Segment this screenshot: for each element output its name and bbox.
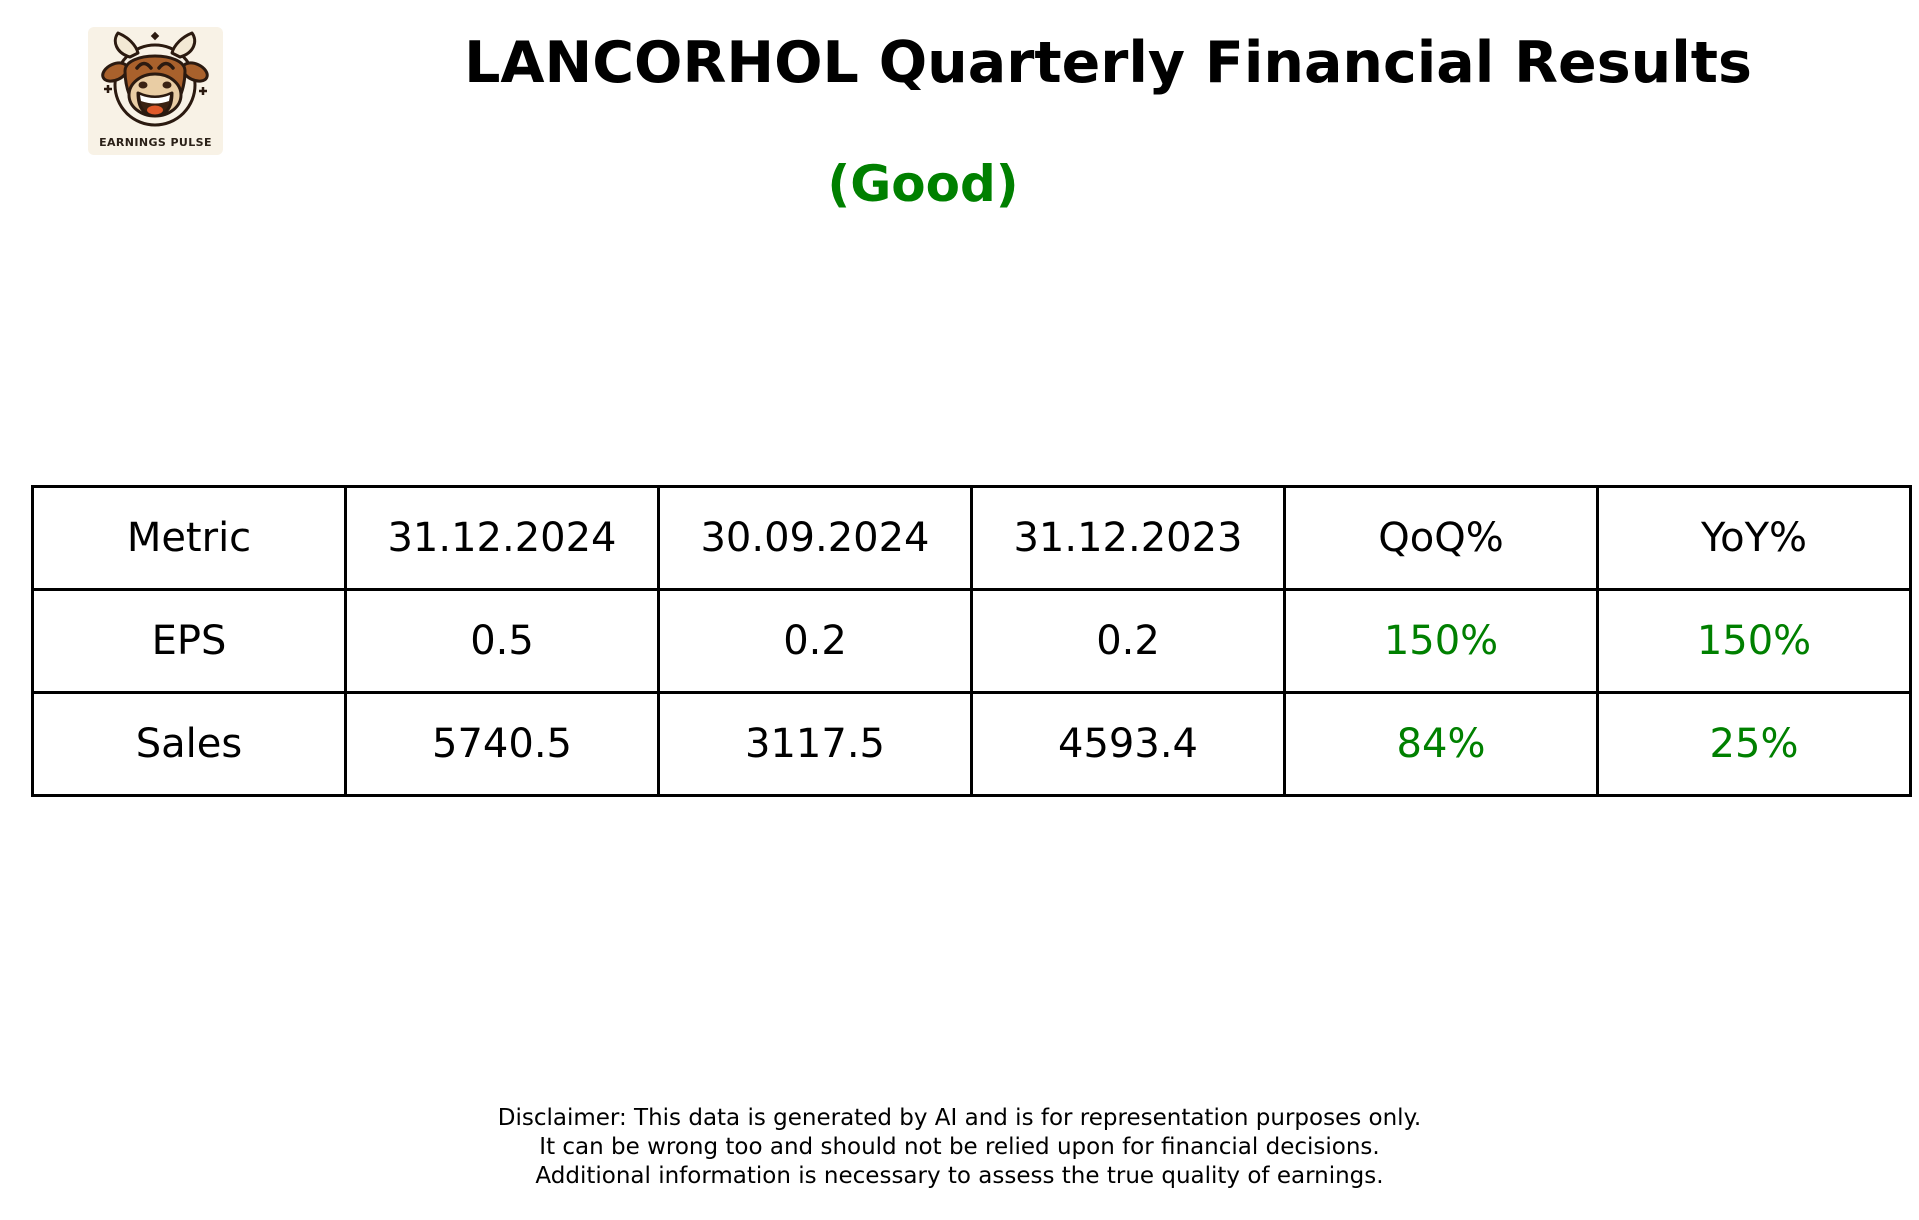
financial-results-table: Metric 31.12.2024 30.09.2024 31.12.2023 … [31, 485, 1912, 797]
table-row-sales: Sales 5740.5 3117.5 4593.4 84% 25% [31, 691, 1912, 797]
verdict-label: (Good) [827, 155, 1019, 213]
cell-yoy-change: 25% [1596, 691, 1912, 797]
disclaimer: Disclaimer: This data is generated by AI… [0, 1104, 1919, 1191]
cell-value: 0.2 [970, 588, 1286, 694]
earnings-pulse-logo: EARNINGS PULSE [88, 27, 223, 155]
col-header-yoy: YoY% [1596, 485, 1912, 591]
col-header-period-previous: 30.09.2024 [657, 485, 973, 591]
sparkle-diamond-icon [150, 31, 160, 41]
cell-value: 3117.5 [657, 691, 973, 797]
logo-caption: EARNINGS PULSE [99, 136, 212, 149]
col-header-period-yearago: 31.12.2023 [970, 485, 1286, 591]
page-title: LANCORHOL Quarterly Financial Results [464, 30, 1752, 96]
cell-yoy-change: 150% [1596, 588, 1912, 694]
sparkle-plus-icon [199, 87, 207, 95]
cell-value: 0.2 [657, 588, 973, 694]
cell-metric: Sales [31, 691, 347, 797]
cell-value: 0.5 [344, 588, 660, 694]
sparkle-plus-icon [104, 85, 112, 93]
laughing-bull-icon [101, 31, 209, 127]
disclaimer-line: Disclaimer: This data is generated by AI… [497, 1105, 1422, 1131]
table-header-row: Metric 31.12.2024 30.09.2024 31.12.2023 … [31, 485, 1912, 591]
cell-qoq-change: 84% [1283, 691, 1599, 797]
disclaimer-line: Additional information is necessary to a… [535, 1163, 1384, 1189]
disclaimer-line: It can be wrong too and should not be re… [539, 1134, 1380, 1160]
cell-value: 5740.5 [344, 691, 660, 797]
table-row-eps: EPS 0.5 0.2 0.2 150% 150% [31, 588, 1912, 694]
col-header-qoq: QoQ% [1283, 485, 1599, 591]
cell-qoq-change: 150% [1283, 588, 1599, 694]
cell-value: 4593.4 [970, 691, 1286, 797]
col-header-metric: Metric [31, 485, 347, 591]
cell-metric: EPS [31, 588, 347, 694]
col-header-period-current: 31.12.2024 [344, 485, 660, 591]
